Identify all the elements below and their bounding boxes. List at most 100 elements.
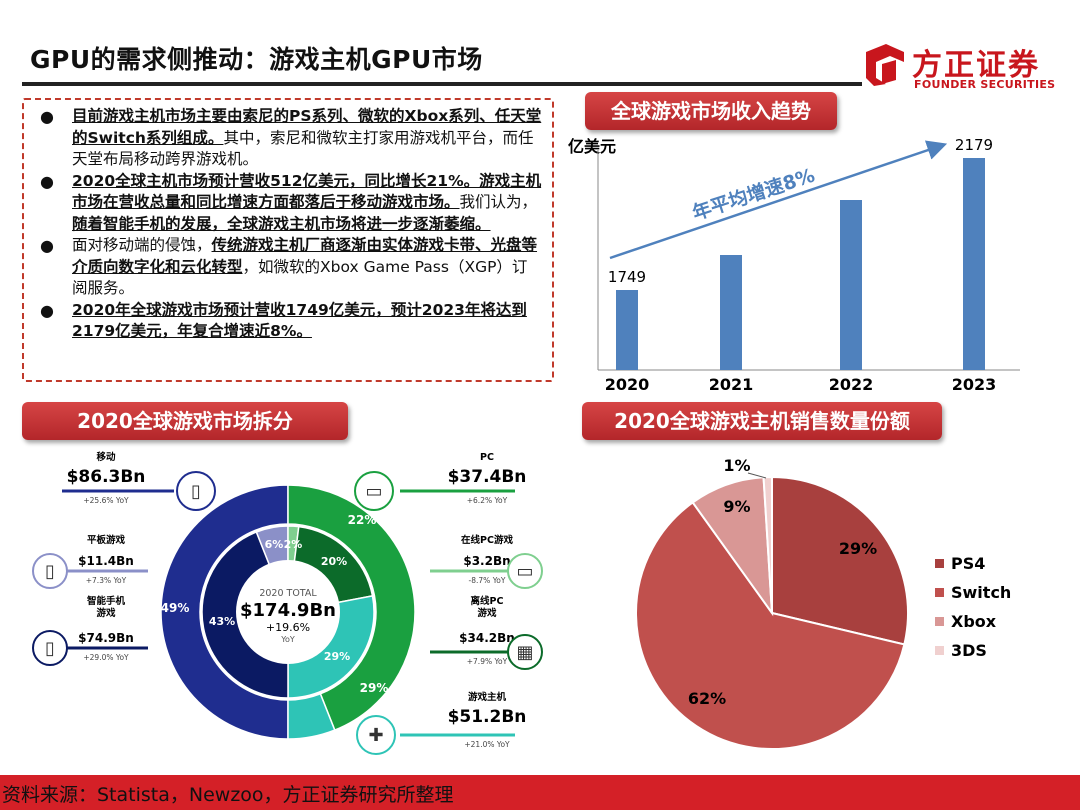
bullet-text: 面对移动端的侵蚀， bbox=[72, 236, 212, 254]
bullet-dot-icon: ● bbox=[40, 236, 54, 255]
y-axis-label: 亿美元 bbox=[568, 137, 616, 156]
page-title: GPU的需求侧推动：游戏主机GPU市场 bbox=[30, 45, 483, 74]
callout-name: 平板游戏 bbox=[87, 534, 126, 546]
callout-yoy: -8.7% YoY bbox=[469, 576, 506, 585]
logo-text-en: FOUNDER SECURITIES bbox=[914, 78, 1056, 91]
x-tick-label: 2023 bbox=[952, 375, 997, 394]
legend-swatch bbox=[935, 617, 944, 626]
outer-ring-slice bbox=[287, 692, 336, 740]
legend-swatch bbox=[935, 588, 944, 597]
data-label: 2179 bbox=[955, 136, 993, 154]
bullet-text: 2020全球主机市场预计营收512亿美元，同比增长21%。游戏主机市场在营收总量… bbox=[72, 171, 542, 212]
pie-data-label: 29% bbox=[839, 539, 877, 558]
x-tick-label: 2022 bbox=[829, 375, 874, 394]
bullet-dot-icon: ● bbox=[40, 300, 54, 320]
bullet-item: ● 2020全球主机市场预计营收512亿美元，同比增长21%。游戏主机市场在营收总… bbox=[36, 171, 542, 236]
bullet-text: 目前游戏主机市场主要由索尼的PS系列、微软的Xbox系列、任天堂的Switch系… bbox=[72, 107, 542, 147]
pie-data-label: 1% bbox=[723, 456, 750, 475]
bullet-item: ● 2020年全球游戏市场预计营收1749亿美元，预计2023年将达到2179亿美… bbox=[36, 300, 542, 343]
pie-data-label: 62% bbox=[688, 689, 726, 708]
callout-icon-circle bbox=[356, 715, 396, 755]
callout-value: $3.2Bn bbox=[463, 554, 510, 568]
bullet-dot-icon: ● bbox=[40, 107, 54, 126]
center-caption: 2020 TOTAL bbox=[259, 588, 317, 599]
center-disc bbox=[236, 560, 340, 664]
center-yoy: +19.6% bbox=[266, 621, 310, 634]
trend-arrow bbox=[609, 140, 948, 260]
gamepad-icon: ✚ bbox=[368, 725, 383, 746]
data-label: 1749 bbox=[608, 268, 646, 286]
callout-value: $11.4Bn bbox=[78, 554, 134, 568]
callout-name: 移动 bbox=[96, 451, 116, 463]
monitor-icon: ▭ bbox=[365, 481, 382, 502]
bullet-dot-icon: ● bbox=[40, 171, 54, 191]
bullet-item: ● 目前游戏主机市场主要由索尼的PS系列、微软的Xbox系列、任天堂的Switch… bbox=[36, 106, 542, 171]
callout-icon-circle bbox=[507, 634, 543, 670]
legend-label: PS4 bbox=[951, 554, 985, 573]
outer-share-label: 22% bbox=[348, 513, 377, 527]
outer-ring-slice bbox=[287, 484, 416, 732]
bullet-text: 传统游戏主机厂商逐渐由实体游戏卡带、光盘等介质向数字化和云化转型 bbox=[72, 236, 538, 276]
legend-label: Xbox bbox=[951, 612, 997, 631]
bullet-text: 2020年全球游戏市场预计营收1749亿美元，预计2023年将达到2179亿美元… bbox=[72, 300, 527, 341]
bullet-text: 我们认为， bbox=[459, 193, 538, 211]
callout-icon-circle bbox=[32, 553, 68, 589]
bar bbox=[720, 255, 742, 370]
callout-name: 游戏主机 bbox=[468, 691, 507, 703]
center-total: $174.9Bn bbox=[240, 600, 336, 621]
legend-swatch bbox=[935, 646, 944, 655]
section-title-split: 2020全球游戏市场拆分 bbox=[22, 402, 348, 440]
title-underline bbox=[22, 82, 862, 86]
x-tick-label: 2021 bbox=[709, 375, 754, 394]
callout-value: $51.2Bn bbox=[448, 707, 527, 727]
tablet-icon: ▯ bbox=[45, 561, 55, 582]
bullet-item: ● 面对移动端的侵蚀，传统游戏主机厂商逐渐由实体游戏卡带、光盘等介质向数字化和云化… bbox=[36, 235, 542, 300]
pc-icon: ▦ bbox=[516, 642, 533, 663]
inner-share-label: 2% bbox=[284, 538, 303, 551]
laptop-icon: ▭ bbox=[516, 561, 533, 582]
smartphone-icon: ▯ bbox=[45, 638, 55, 659]
callout-value: $34.2Bn bbox=[459, 631, 515, 645]
legend-label: 3DS bbox=[951, 641, 987, 660]
callout-icon-circle bbox=[507, 553, 543, 589]
outer-share-label: 49% bbox=[161, 601, 190, 615]
callout-name: 游戏 bbox=[96, 607, 116, 619]
callout-yoy: +7.3% YoY bbox=[86, 576, 127, 585]
callout-icon-circle bbox=[32, 630, 68, 666]
outer-share-label: 29% bbox=[360, 681, 389, 695]
callout-value: $74.9Bn bbox=[78, 631, 134, 645]
logo-text-cn: 方正证券 bbox=[912, 48, 1040, 83]
legend-label: Switch bbox=[951, 583, 1011, 602]
inner-share-label: 29% bbox=[324, 650, 350, 663]
callout-name: 在线PC游戏 bbox=[461, 534, 513, 546]
pie-data-label: 9% bbox=[723, 497, 750, 516]
bar bbox=[963, 158, 985, 370]
inner-share-label: 43% bbox=[209, 615, 235, 628]
bullet-text: ，如微软的Xbox Game Pass（XGP）订阅服务。 bbox=[72, 257, 528, 298]
bullet-text: 随着智能手机的发展，全球游戏主机市场将进一步逐渐萎缩。 bbox=[72, 214, 491, 233]
inner-share-label: 20% bbox=[321, 555, 347, 568]
callout-yoy: +7.9% YoY bbox=[467, 657, 508, 666]
legend-swatch bbox=[935, 559, 944, 568]
inner-share-label: 6% bbox=[265, 538, 284, 551]
callout-yoy: +21.0% YoY bbox=[464, 740, 510, 749]
callout-name: PC bbox=[480, 452, 494, 463]
callout-icon-circle bbox=[354, 471, 394, 511]
callout-yoy: +29.0% YoY bbox=[83, 653, 129, 662]
summary-textbox: ● 目前游戏主机市场主要由索尼的PS系列、微软的Xbox系列、任天堂的Switch… bbox=[22, 98, 554, 382]
callout-name: 智能手机 bbox=[87, 595, 126, 607]
center-yoy-label: YoY bbox=[280, 635, 295, 644]
pie-leader-line bbox=[747, 472, 767, 479]
outer-ring-slice bbox=[160, 484, 289, 740]
x-tick-label: 2020 bbox=[605, 375, 650, 394]
callout-name: 离线PC bbox=[471, 595, 504, 607]
pie-slice bbox=[635, 501, 906, 750]
bar bbox=[840, 200, 862, 370]
section-title-trend: 全球游戏市场收入趋势 bbox=[585, 92, 837, 130]
callout-value: $37.4Bn bbox=[448, 467, 527, 487]
phone-icon: ▯ bbox=[191, 481, 201, 502]
callout-name: 游戏 bbox=[477, 607, 497, 619]
footer-bar: 资料来源：Statista，Newzoo，方正证券研究所整理 bbox=[0, 775, 1080, 810]
pie-slice bbox=[771, 475, 909, 646]
